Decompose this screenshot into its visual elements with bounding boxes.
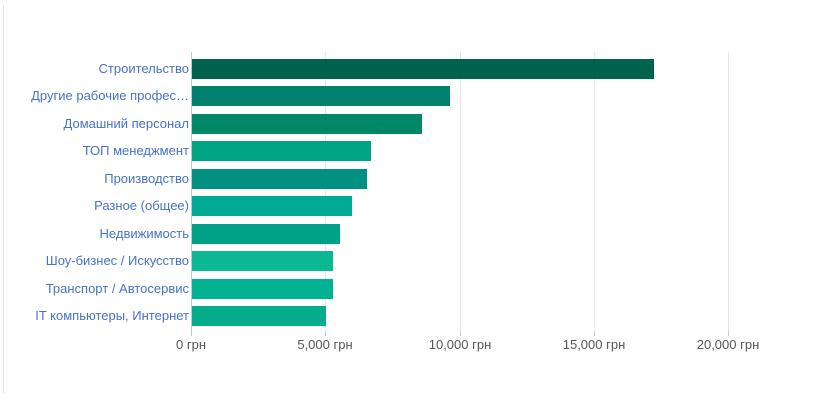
bar-3[interactable] [192, 114, 422, 134]
bar-2[interactable] [192, 86, 450, 106]
x-axis-label-15000: 15,000 грн [562, 337, 626, 352]
x-tick-10000 [460, 331, 461, 336]
x-axis-label-10000: 10,000 грн [428, 337, 492, 352]
gridline-15000 [594, 52, 595, 331]
bar-4[interactable] [192, 141, 371, 161]
page-left-border [3, 5, 4, 393]
category-label-8[interactable]: Шоу-бизнес / Искусство [45, 253, 189, 268]
gridline-5000 [325, 52, 326, 331]
category-label-5[interactable]: Производство [104, 171, 189, 186]
x-tick-15000 [594, 331, 595, 336]
x-axis-label-5000: 5,000 грн [297, 337, 353, 352]
x-axis-label-0: 0 грн [176, 337, 206, 352]
category-label-9[interactable]: Транспорт / Автосервис [45, 281, 189, 296]
bar-1[interactable] [192, 59, 654, 79]
category-label-2[interactable]: Другие рабочие профес… [31, 88, 189, 103]
y-axis-line [191, 52, 192, 331]
x-tick-0 [191, 331, 192, 336]
bar-9[interactable] [192, 279, 333, 299]
gridline-20000 [728, 52, 729, 331]
bar-10[interactable] [192, 306, 326, 326]
category-label-6[interactable]: Разное (общее) [94, 198, 189, 213]
category-label-3[interactable]: Домашний персонал [63, 116, 189, 131]
category-label-1[interactable]: Строительство [98, 61, 189, 76]
category-label-10[interactable]: IT компьютеры, Интернет [35, 308, 189, 323]
bar-6[interactable] [192, 196, 352, 216]
category-label-4[interactable]: ТОП менеджмент [82, 143, 189, 158]
bar-8[interactable] [192, 251, 333, 271]
category-label-7[interactable]: Недвижимость [99, 226, 189, 241]
x-tick-5000 [325, 331, 326, 336]
bar-7[interactable] [192, 224, 340, 244]
x-tick-20000 [728, 331, 729, 336]
bar-5[interactable] [192, 169, 367, 189]
gridline-10000 [460, 52, 461, 331]
x-axis-label-20000: 20,000 грн [696, 337, 760, 352]
